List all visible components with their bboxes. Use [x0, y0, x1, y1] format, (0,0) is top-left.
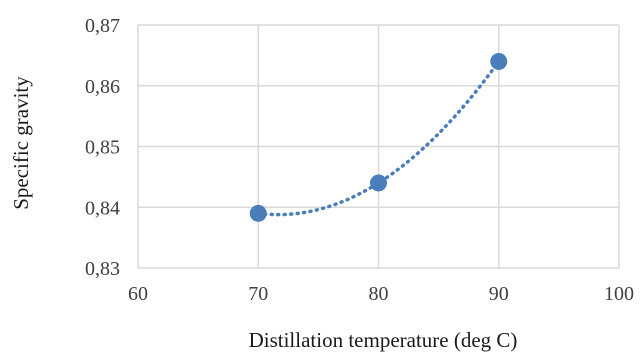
gridlines [137, 24, 620, 269]
data-point [249, 204, 267, 222]
trendline-layer [256, 59, 501, 217]
data-points [249, 52, 508, 222]
trendline [256, 59, 501, 217]
y-axis-label: Specific gravity [9, 76, 33, 210]
data-point [370, 174, 387, 192]
x-tick-label: 100 [604, 283, 634, 305]
x-axis-label: Distillation temperature (deg C) [249, 328, 518, 352]
y-tick-label: 0,84 [85, 197, 120, 219]
x-tick-label: 60 [128, 283, 148, 305]
data-point [490, 52, 508, 70]
y-tick-label: 0,83 [85, 258, 120, 280]
y-axis-ticks: 0,83 0,84 0,85 0,86 0,87 [85, 15, 120, 280]
x-tick-label: 70 [248, 283, 268, 305]
x-tick-label: 80 [369, 283, 389, 305]
y-tick-label: 0,85 [85, 137, 120, 159]
x-tick-label: 90 [489, 283, 509, 305]
y-tick-label: 0,87 [85, 15, 120, 37]
x-axis-ticks: 60 70 80 90 100 [128, 283, 634, 305]
y-tick-label: 0,86 [85, 76, 120, 98]
